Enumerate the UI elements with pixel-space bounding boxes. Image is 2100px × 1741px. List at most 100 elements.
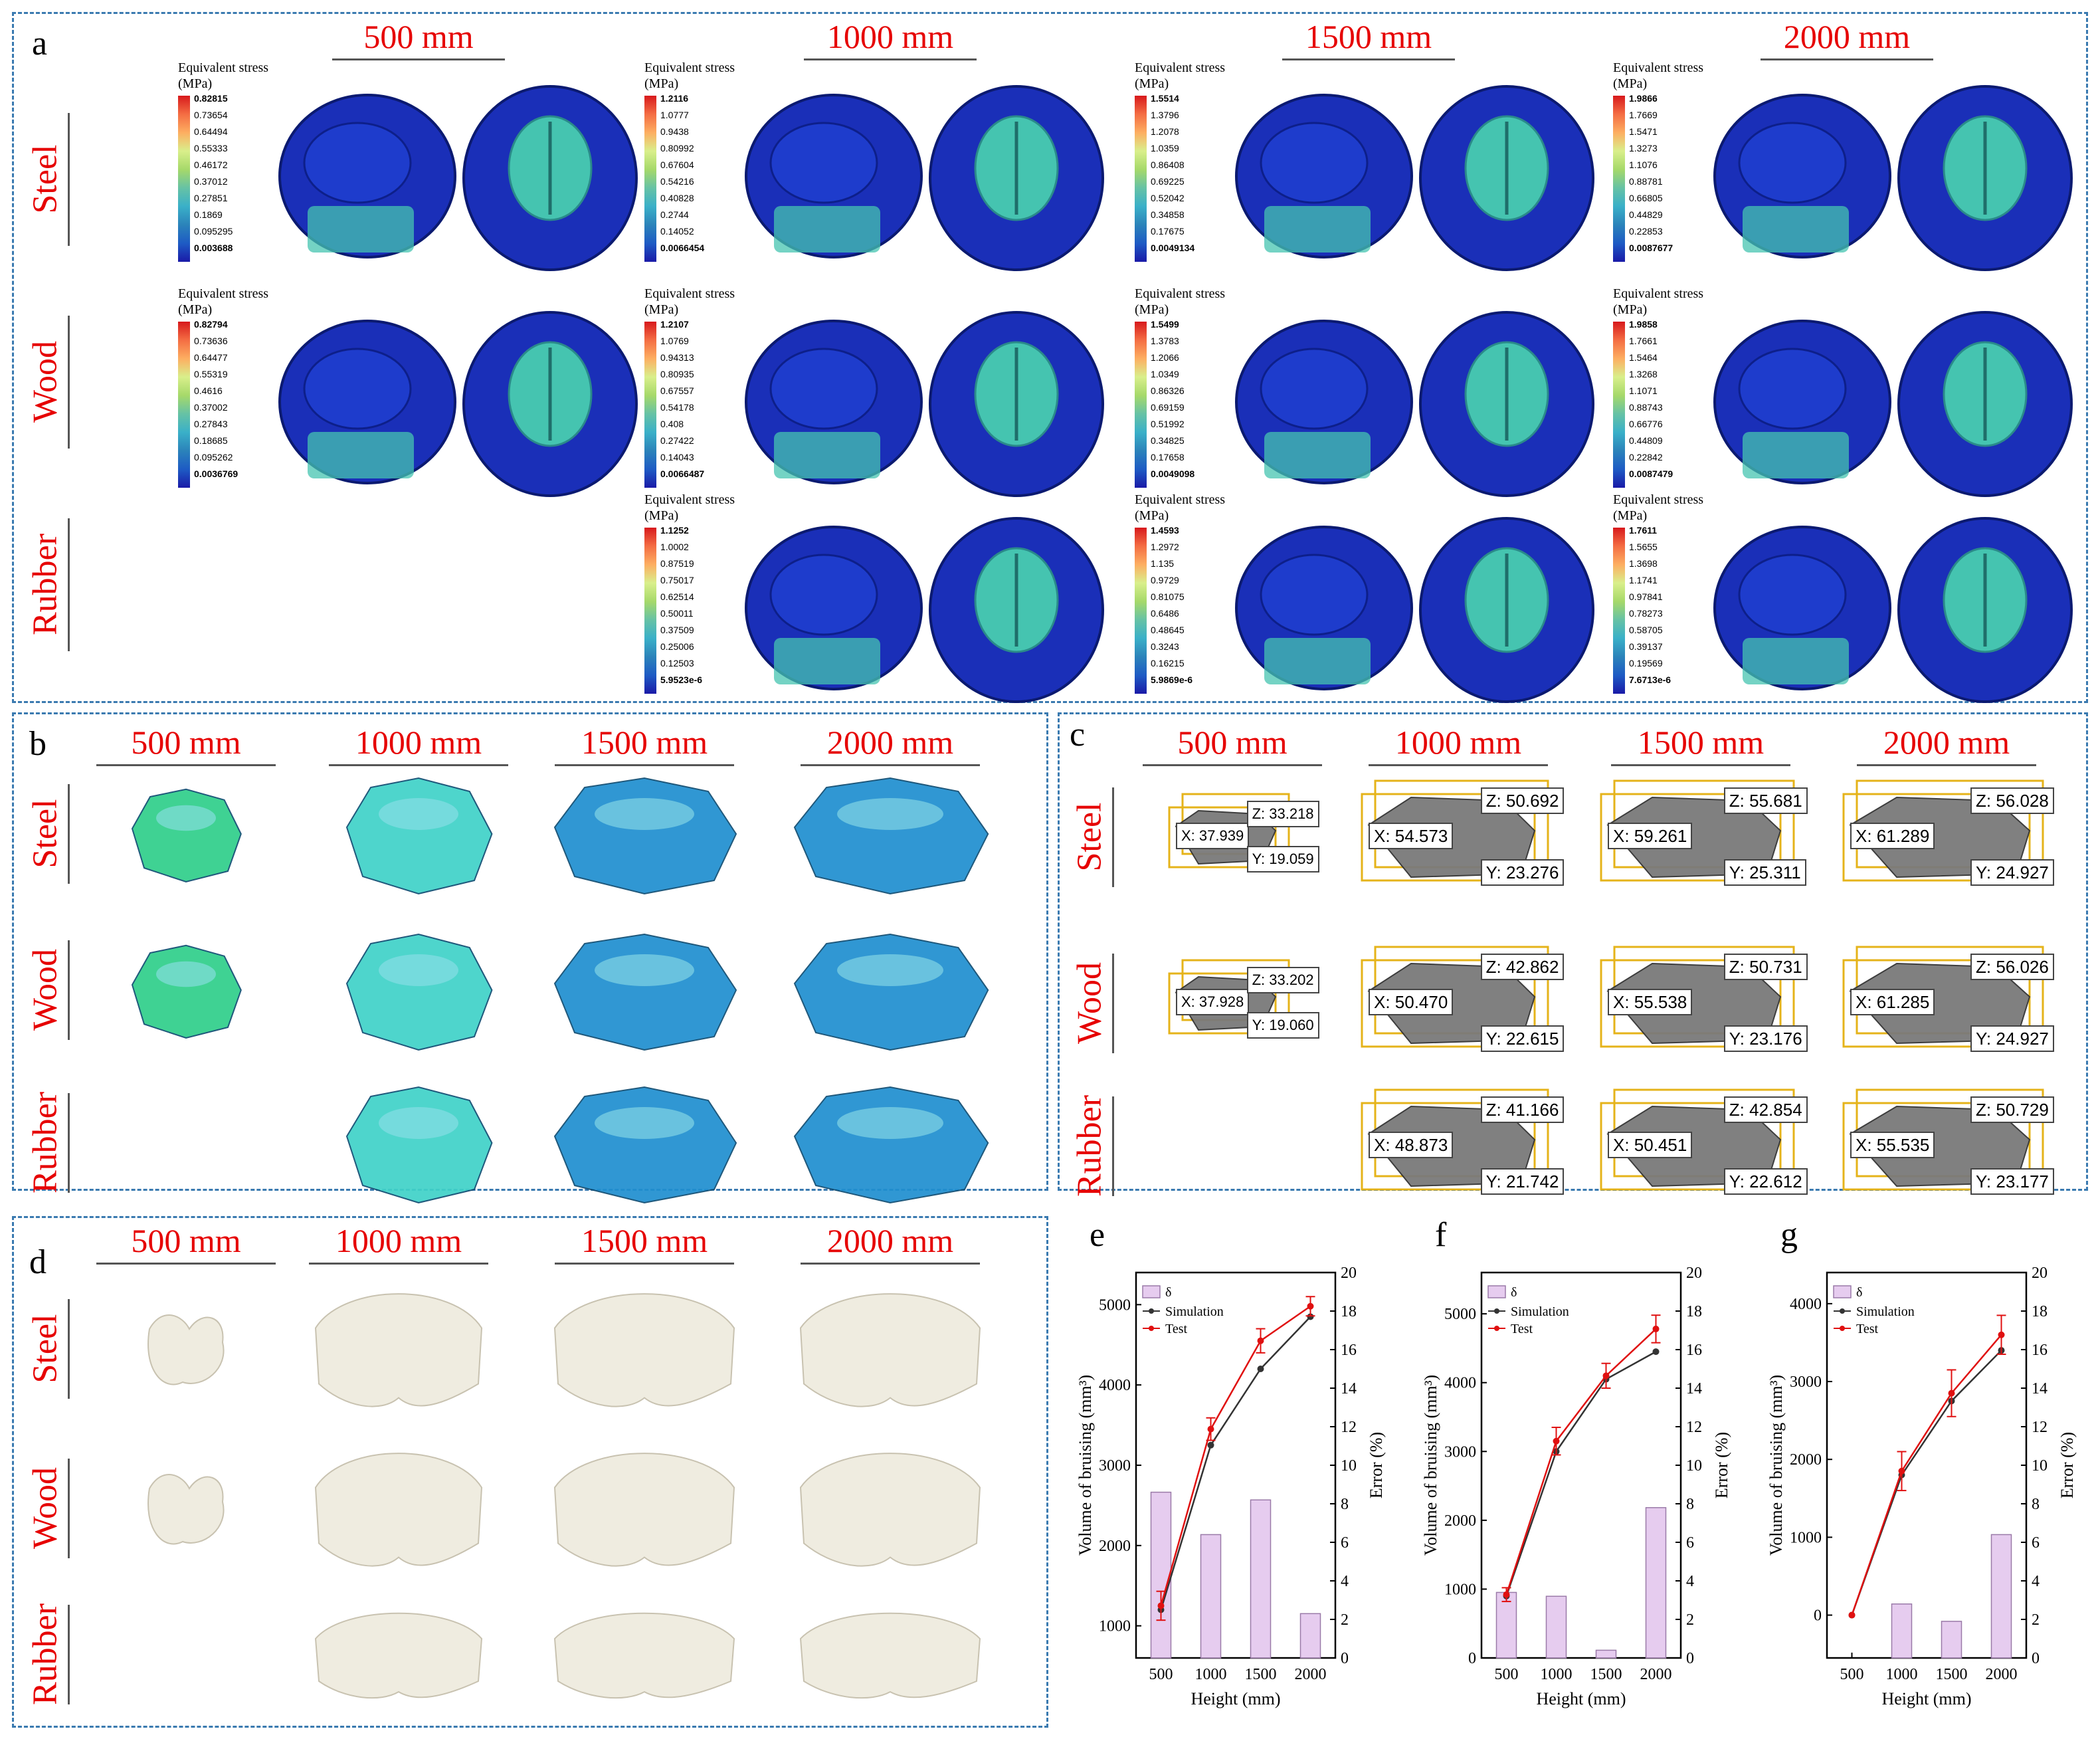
legend-value: 0.44829 xyxy=(1629,209,1663,220)
pulp-sample xyxy=(553,1612,735,1699)
legend-value: 0.22842 xyxy=(1629,452,1663,462)
xtick-label: 1500 xyxy=(1590,1666,1622,1683)
legend-value: 0.73636 xyxy=(194,336,228,346)
legend-value: 0.86326 xyxy=(1151,385,1185,396)
c-height-4: 2000 mm xyxy=(1883,724,2010,761)
legend-value: 0.12503 xyxy=(660,658,694,668)
xtick-label: 2000 xyxy=(1986,1666,2018,1683)
legend-value: 1.2078 xyxy=(1151,126,1179,137)
legend-label: δ xyxy=(1511,1285,1517,1300)
legend-title: Equivalent stress xyxy=(1135,492,1226,507)
ytick-label: 2000 xyxy=(1099,1538,1131,1555)
pulp-sample xyxy=(799,1293,981,1407)
legend-title: Equivalent stress xyxy=(178,286,269,301)
legend-values: 1.5514 1.3796 1.2078 1.0359 0.86408 0.69225 0.… xyxy=(1151,90,1194,256)
legend-value: 1.5464 xyxy=(1629,352,1658,363)
legend-title: Equivalent stress xyxy=(178,60,269,75)
legend-label: Test xyxy=(1511,1322,1533,1336)
pulp-sample xyxy=(553,1293,735,1407)
b-height-1: 500 mm xyxy=(131,724,241,761)
legend-value: 1.2116 xyxy=(660,93,689,104)
dim-y-label: Y: 19.059 xyxy=(1246,846,1319,872)
legend-title: Equivalent stress xyxy=(1613,286,1704,301)
legend-values: 0.82815 0.73654 0.64494 0.55333 0.46172 0.370… xyxy=(194,90,233,256)
legend-unit: (MPa) xyxy=(644,302,679,317)
stress-legend: Equivalent stress (MPa) 0.82815 0.73654 0.64… xyxy=(178,60,324,262)
legend-value: 0.40828 xyxy=(660,193,694,203)
dim-y-label: Y: 24.927 xyxy=(1970,859,2054,886)
error-bar-delta xyxy=(1299,1613,1321,1659)
legend-colorbar xyxy=(178,96,190,262)
legend-value: 1.5471 xyxy=(1629,126,1658,137)
legend-value: 0.9729 xyxy=(1151,575,1179,585)
fe-fruit-section xyxy=(1713,94,1891,258)
series-line-simulation xyxy=(1505,1351,1657,1597)
ytick-label: 1000 xyxy=(1790,1529,1822,1546)
fe-fruit-surface xyxy=(462,311,638,497)
error-bar-delta xyxy=(1150,1491,1172,1659)
legend-value: 0.58705 xyxy=(1629,625,1663,635)
panel-a-label: a xyxy=(32,25,48,62)
legend-title: Equivalent stress xyxy=(1135,60,1226,75)
error-bar-delta xyxy=(1495,1591,1517,1659)
legend-colorbar xyxy=(1135,528,1147,694)
d-material-rubber: Rubber xyxy=(26,1603,64,1706)
bruise-model xyxy=(553,1086,737,1204)
legend-unit: (MPa) xyxy=(1613,508,1648,523)
legend-value: 0.27422 xyxy=(660,435,694,446)
ytick-label: 5000 xyxy=(1444,1306,1476,1323)
legend-marker-sim xyxy=(1840,1308,1845,1314)
legend-value: 1.5499 xyxy=(1151,319,1179,330)
legend-colorbar xyxy=(644,528,656,694)
c-material-steel: Steel xyxy=(1070,802,1109,872)
dim-x-label: X: 61.289 xyxy=(1850,823,1935,849)
dim-y-label: Y: 24.927 xyxy=(1970,1025,2054,1052)
legend-value: 5.9523e-6 xyxy=(660,674,703,685)
legend-value: 0.095262 xyxy=(194,452,233,462)
d-height-1-underline xyxy=(96,1263,276,1265)
legend-value: 0.51992 xyxy=(1151,419,1185,429)
legend-value: 0.0087677 xyxy=(1629,243,1673,253)
legend-colorbar xyxy=(1613,528,1625,694)
stress-legend: Equivalent stress (MPa) 1.5514 1.3796 1.2078… xyxy=(1135,60,1281,262)
xtick-label: 2000 xyxy=(1640,1666,1672,1683)
ytick-label: 0 xyxy=(1468,1650,1476,1667)
legend-value: 1.4593 xyxy=(1151,525,1179,536)
ytick-label: 3000 xyxy=(1790,1374,1822,1391)
ytick-label: 3000 xyxy=(1099,1457,1131,1475)
stress-legend: Equivalent stress (MPa) 1.9866 1.7669 1.5471… xyxy=(1613,60,1759,262)
legend-value: 0.67557 xyxy=(660,385,694,396)
series-line-test xyxy=(1505,1328,1657,1595)
legend-value: 0.16215 xyxy=(1151,658,1185,668)
dim-y-label: Y: 23.276 xyxy=(1480,859,1565,886)
legend-value: 1.135 xyxy=(1151,558,1175,569)
fe-fruit-surface xyxy=(1897,311,2073,497)
chart-label: g xyxy=(1780,1219,1798,1254)
y2tick-label: 20 xyxy=(1686,1265,1702,1282)
stress-legend: Equivalent stress (MPa) 1.7611 1.5655 1.3698… xyxy=(1613,492,1759,694)
legend-marker-sim xyxy=(1149,1308,1154,1314)
legend-value: 0.0049134 xyxy=(1151,243,1195,253)
xtick-label: 2000 xyxy=(1295,1666,1327,1683)
fe-fruit-section xyxy=(1235,94,1413,258)
bruise-model xyxy=(131,944,242,1039)
x-axis-title: Height (mm) xyxy=(1881,1689,1971,1708)
chart-label: e xyxy=(1090,1219,1105,1254)
x-axis-title: Height (mm) xyxy=(1191,1689,1280,1708)
chart-f: f 0 1000 2000 3000 4000 5000 0 2 4 6 8 10 12 14 16 18 20 5… xyxy=(1421,1219,1731,1708)
panel-c xyxy=(1058,712,2088,1191)
y2tick-label: 14 xyxy=(1341,1380,1357,1397)
fe-fruit-surface xyxy=(1419,517,1594,703)
panel-b-label: b xyxy=(29,725,47,763)
legend-value: 1.3698 xyxy=(1629,558,1658,569)
legend-values: 1.4593 1.2972 1.135 0.9729 0.81075 0.6486 0.48… xyxy=(1151,522,1193,688)
dim-x-label: X: 59.261 xyxy=(1608,823,1693,849)
y2tick-label: 16 xyxy=(2032,1342,2048,1359)
legend-value: 0.19569 xyxy=(1629,658,1663,668)
bruise-model xyxy=(793,933,989,1051)
legend-label: δ xyxy=(1165,1285,1171,1300)
legend-value: 7.6713e-6 xyxy=(1629,674,1671,685)
y2tick-label: 8 xyxy=(1686,1496,1694,1513)
legend-unit: (MPa) xyxy=(644,76,679,91)
dim-z-label: Z: 42.854 xyxy=(1723,1096,1808,1123)
